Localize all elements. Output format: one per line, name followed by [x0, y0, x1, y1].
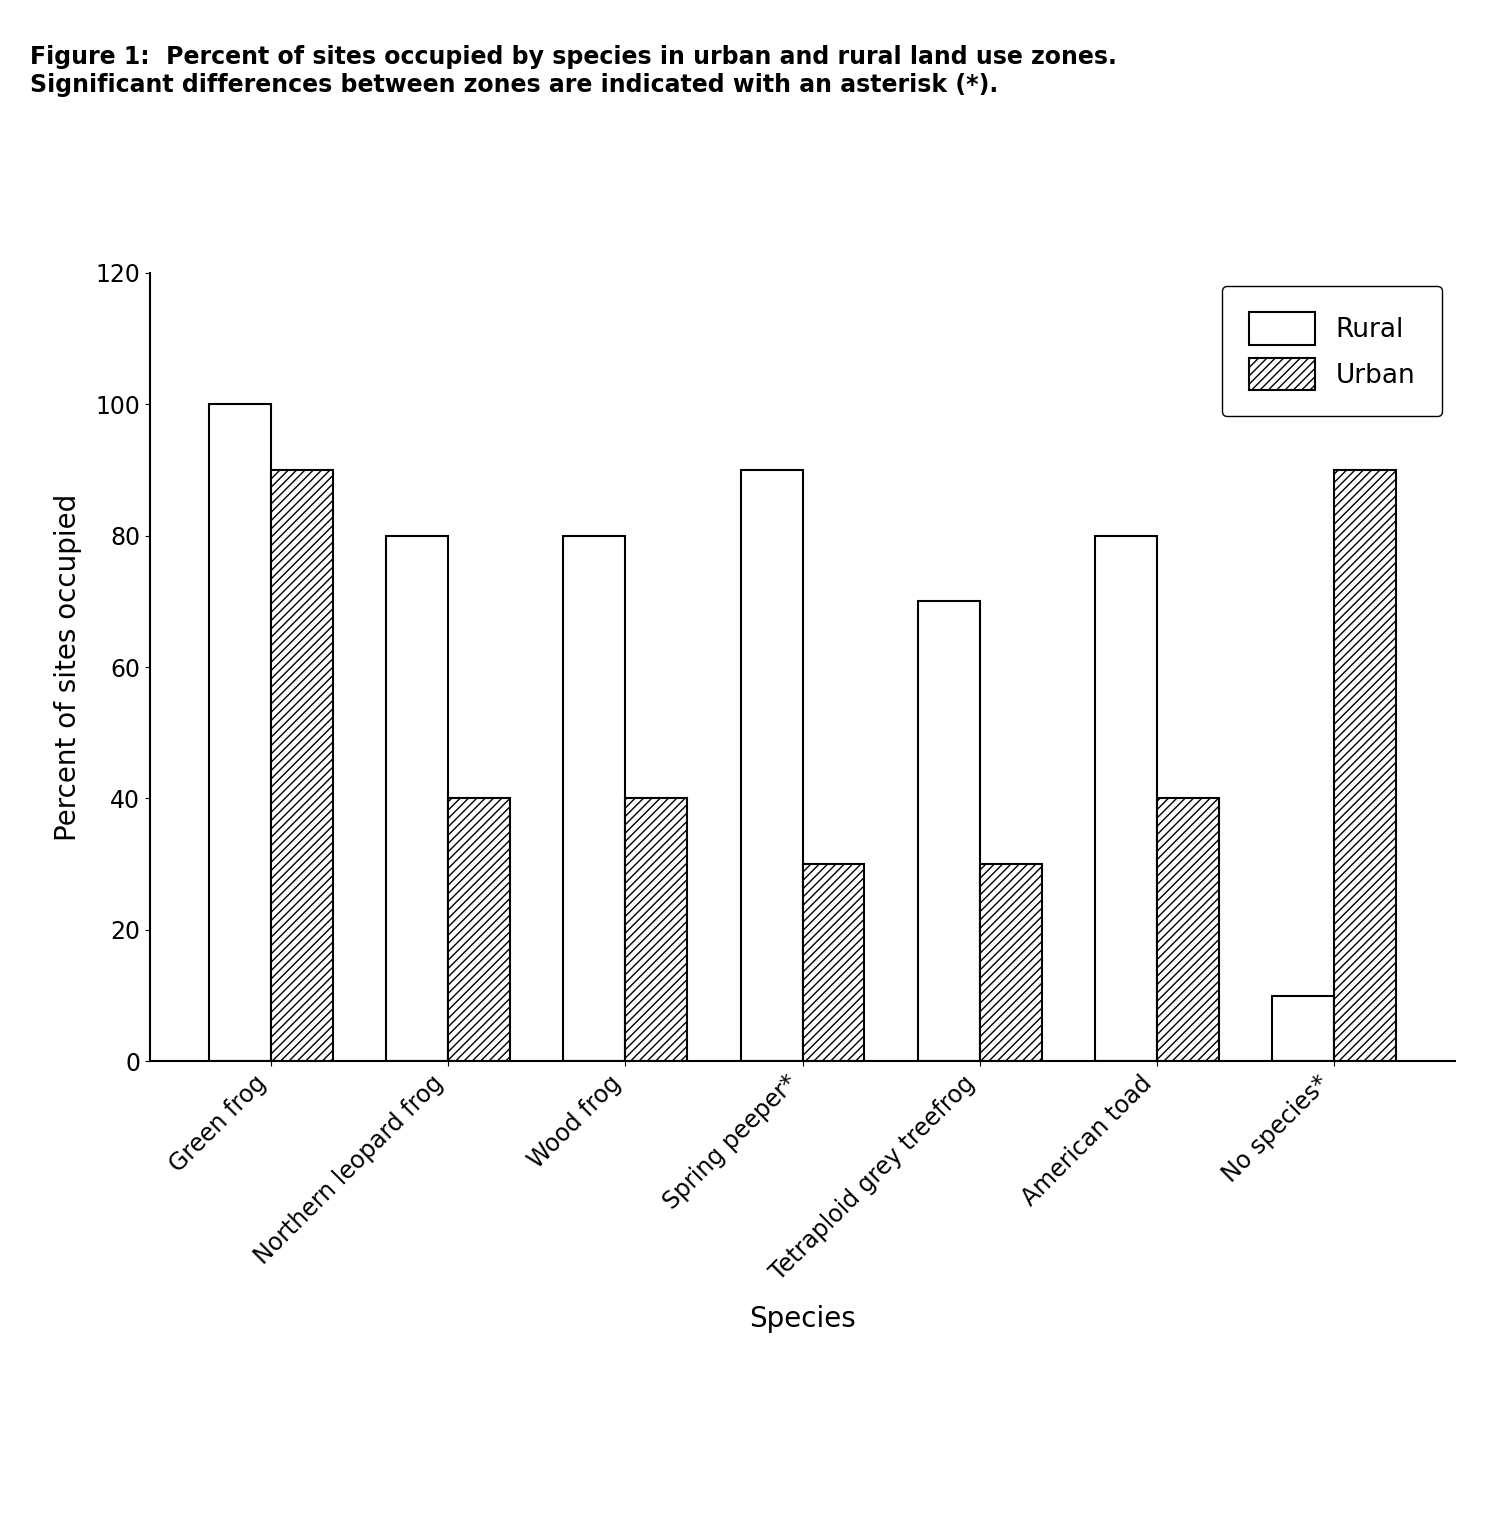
Bar: [387, 535, 448, 1061]
Bar: [1095, 535, 1156, 1061]
Bar: [741, 470, 802, 1061]
X-axis label: Species: Species: [748, 1305, 856, 1334]
Bar: [1334, 470, 1395, 1061]
Bar: [448, 799, 510, 1061]
Y-axis label: Percent of sites occupied: Percent of sites occupied: [54, 493, 81, 841]
Bar: [626, 799, 687, 1061]
Text: Figure 1:  Percent of sites occupied by species in urban and rural land use zone: Figure 1: Percent of sites occupied by s…: [30, 45, 1118, 97]
Legend: Rural, Urban: Rural, Urban: [1222, 287, 1442, 417]
Bar: [564, 535, 626, 1061]
Bar: [802, 864, 864, 1061]
Bar: [1272, 996, 1334, 1061]
Bar: [272, 470, 333, 1061]
Bar: [918, 602, 980, 1061]
Bar: [1156, 799, 1218, 1061]
Bar: [210, 405, 272, 1061]
Bar: [980, 864, 1041, 1061]
